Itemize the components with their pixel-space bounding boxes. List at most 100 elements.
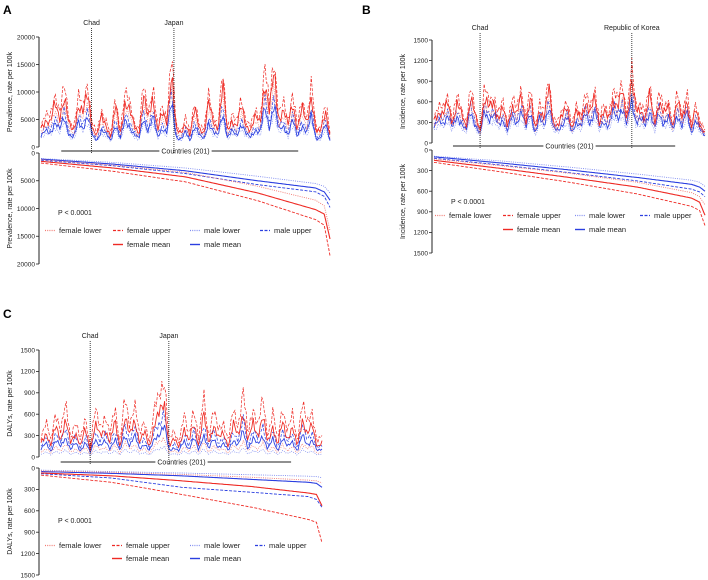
bottom-y-tick-label: 10000 <box>17 206 35 213</box>
top-y-tick-label: 600 <box>417 99 428 106</box>
legend-label-female-upper: female upper <box>127 226 171 235</box>
bottom-y-tick-label: 900 <box>417 209 428 216</box>
bottom-y-tick-label: 1200 <box>21 551 36 558</box>
sorted-series-male-lower <box>40 469 323 479</box>
annotation-label: Japan <box>159 333 178 340</box>
annotation-label: Chad <box>472 25 489 32</box>
legend-label-female-upper: female upper <box>126 541 170 550</box>
top-y-tick-label: 1200 <box>21 369 36 376</box>
top-series-male-upper <box>433 93 706 136</box>
top-y-tick-label: 1200 <box>414 58 429 65</box>
top-series-male-upper <box>40 88 331 140</box>
top-y-tick-label: 1500 <box>21 347 36 354</box>
bottom-y-tick-label: 900 <box>24 530 35 537</box>
x-axis-label: Countries (201) <box>157 460 205 467</box>
x-axis-label: Countries (201) <box>161 149 209 156</box>
top-series-male-mean <box>433 96 706 137</box>
legend-label-male-lower: male lower <box>589 211 626 220</box>
sorted-series-female-mean <box>40 472 323 507</box>
top-y-tick-label: 300 <box>24 433 35 440</box>
bottom-y-tick-label: 300 <box>417 168 428 175</box>
top-y-tick-label: 900 <box>24 390 35 397</box>
sorted-series-male-mean <box>40 158 331 201</box>
sorted-series-male-mean <box>41 471 323 488</box>
top-y-tick-label: 10000 <box>17 89 35 96</box>
top-series-female-mean <box>433 79 706 133</box>
bottom-y-tick-label: 5000 <box>21 178 36 185</box>
bottom-y-tick-label: 1500 <box>21 572 36 579</box>
bottom-y-tick-label: 20000 <box>17 261 35 268</box>
sorted-series-male-lower <box>41 158 331 194</box>
annotation-label: Republic of Korea <box>604 25 660 32</box>
top-series-female-lower <box>40 436 323 455</box>
legend-label-male-upper: male upper <box>269 541 307 550</box>
sorted-series-female-lower <box>41 470 323 484</box>
bottom-y-axis-label: Prevalence, rate per 100k <box>7 168 14 249</box>
panel-letter-b: B <box>362 3 371 17</box>
panel-letter-a: A <box>3 3 12 17</box>
legend-label-male-mean: male mean <box>204 554 241 563</box>
top-series-male-lower <box>433 107 706 137</box>
top-series-male-lower <box>40 108 331 143</box>
bottom-y-tick-label: 15000 <box>17 234 35 241</box>
p-value: P < 0.0001 <box>58 518 92 525</box>
sorted-series-female-upper <box>40 474 323 544</box>
bottom-y-tick-label: 0 <box>31 465 35 472</box>
p-value: P < 0.0001 <box>58 210 92 217</box>
bottom-y-tick-label: 1500 <box>414 250 429 257</box>
bottom-y-axis-label: Incidence, rate per 100k <box>400 163 407 239</box>
sorted-series-female-mean <box>40 160 331 240</box>
legend-label-male-lower: male lower <box>204 541 241 550</box>
top-y-tick-label: 1500 <box>414 37 429 44</box>
top-y-tick-label: 0 <box>424 140 428 147</box>
bottom-y-tick-label: 600 <box>24 508 35 515</box>
sorted-series-male-upper <box>433 157 706 198</box>
top-series-female-lower <box>433 93 706 135</box>
bottom-y-tick-label: 0 <box>424 147 428 154</box>
sorted-series-female-upper <box>40 162 331 256</box>
top-series-female-lower <box>40 81 331 139</box>
top-y-axis-label: Prevalence, rate per 100k <box>7 51 14 132</box>
legend-label-female-mean: female mean <box>127 240 170 249</box>
legend-label-female-upper: female upper <box>517 211 561 220</box>
top-y-tick-label: 300 <box>417 120 428 127</box>
top-y-tick-label: 0 <box>31 454 35 461</box>
legend-label-male-upper: male upper <box>654 211 692 220</box>
legend-label-female-lower: female lower <box>449 211 492 220</box>
legend-label-female-lower: female lower <box>59 226 102 235</box>
sorted-series-male-upper <box>40 473 323 508</box>
annotation-label: Japan <box>164 20 183 27</box>
top-y-axis-label: DALYs, rate per 100k <box>7 370 14 437</box>
legend-label-male-mean: male mean <box>204 240 241 249</box>
top-y-tick-label: 5000 <box>21 117 36 124</box>
bottom-y-tick-label: 1200 <box>414 230 429 237</box>
legend-label-female-mean: female mean <box>517 225 560 234</box>
panel-letter-c: C <box>3 307 12 321</box>
bottom-y-tick-label: 600 <box>417 189 428 196</box>
bottom-y-tick-label: 300 <box>24 487 35 494</box>
top-series-female-mean <box>40 401 323 451</box>
top-series-male-mean <box>40 424 323 455</box>
bottom-y-tick-label: 0 <box>31 150 35 157</box>
sorted-series-male-upper <box>40 159 331 208</box>
x-axis-label: Countries (201) <box>545 144 593 151</box>
top-series-male-lower <box>40 445 323 457</box>
sorted-series-male-lower <box>433 155 706 187</box>
legend-label-male-upper: male upper <box>274 226 312 235</box>
annotation-label: Chad <box>83 20 100 27</box>
top-y-tick-label: 600 <box>24 412 35 419</box>
top-series-female-upper <box>40 380 323 447</box>
top-y-tick-label: 0 <box>31 144 35 151</box>
top-series-female-mean <box>40 73 331 139</box>
top-y-tick-label: 15000 <box>17 62 35 69</box>
top-series-male-mean <box>40 103 331 142</box>
annotation-label: Chad <box>82 333 99 340</box>
sorted-series-female-upper <box>433 161 706 226</box>
sorted-series-male-mean <box>433 156 706 192</box>
p-value: P < 0.0001 <box>451 199 485 206</box>
legend-label-female-lower: female lower <box>59 541 102 550</box>
top-y-axis-label: Incidence, rate per 100k <box>400 53 407 129</box>
bottom-y-axis-label: DALYs, rate per 100k <box>7 488 14 555</box>
legend-label-male-mean: male mean <box>589 225 626 234</box>
